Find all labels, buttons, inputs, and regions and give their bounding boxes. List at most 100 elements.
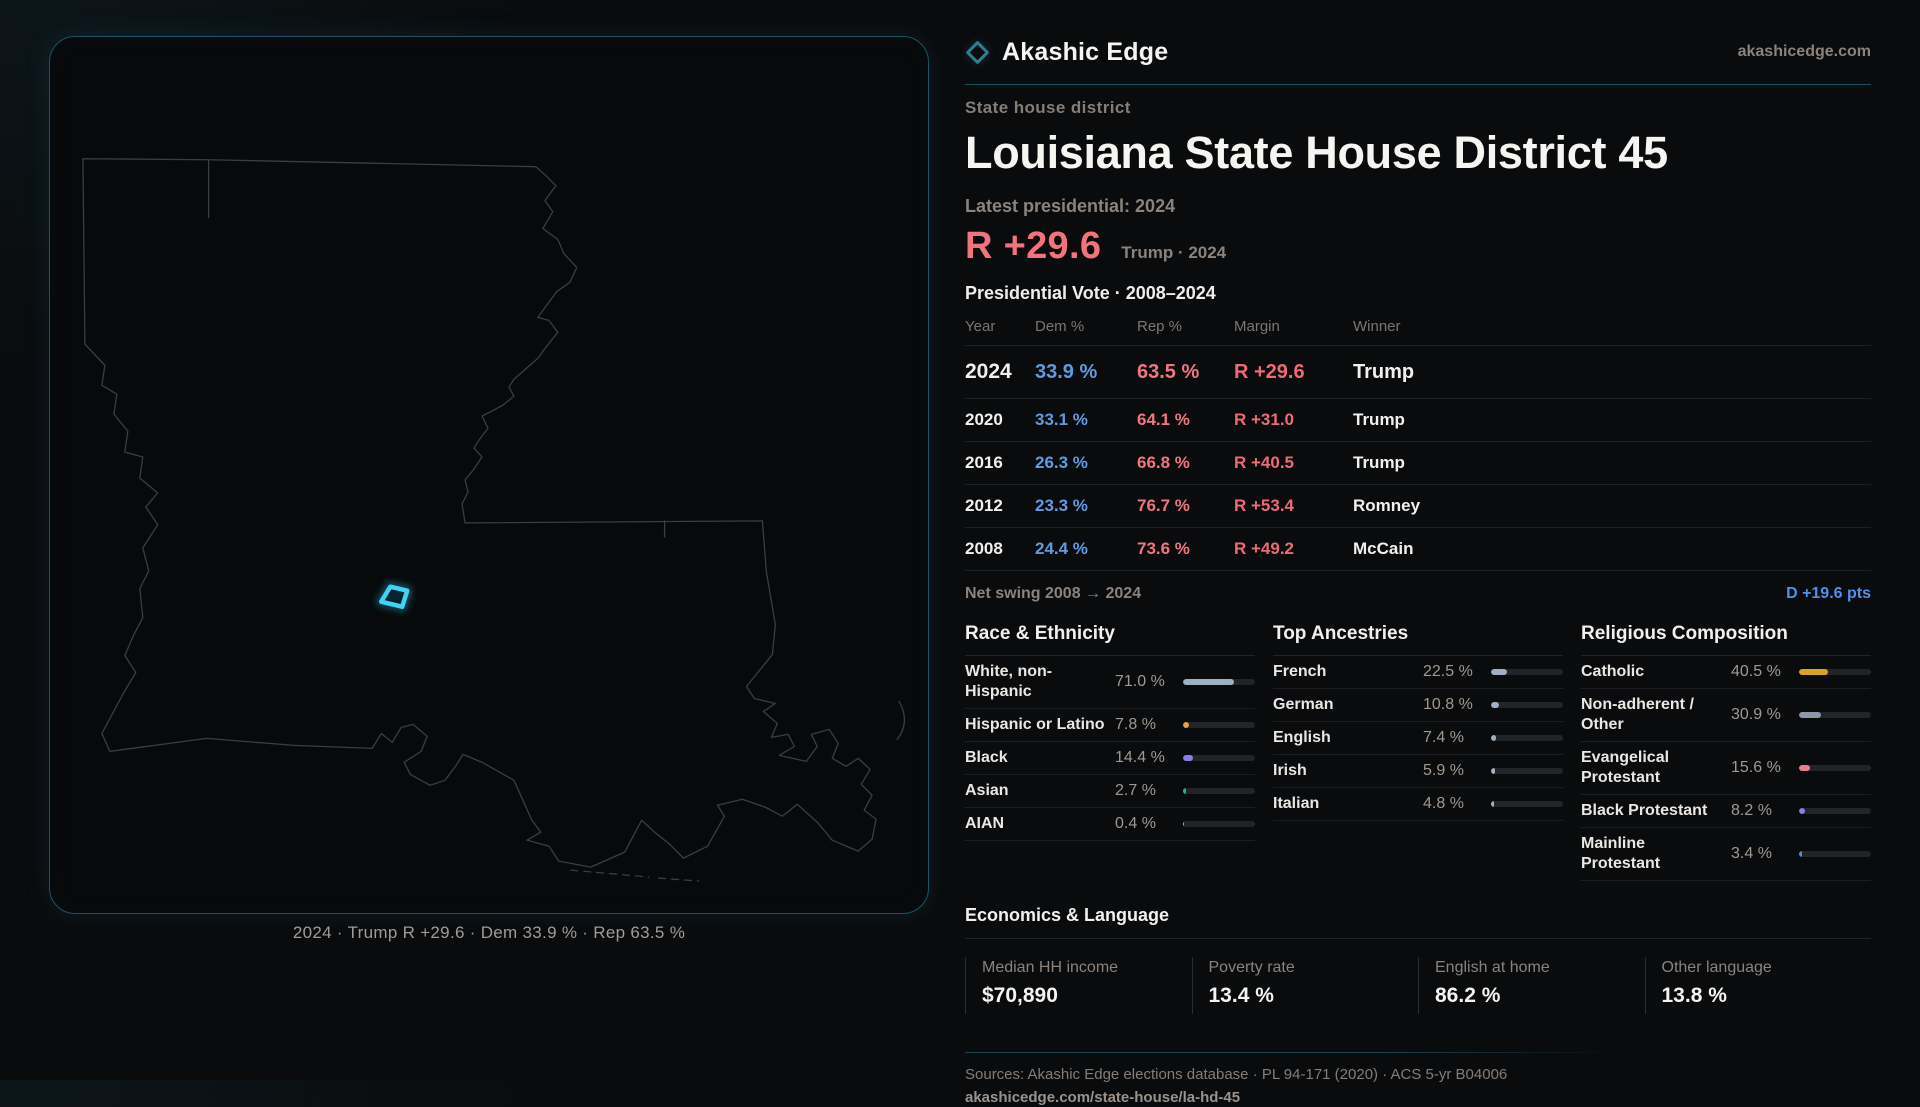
margin-context: Trump · 2024 <box>1121 243 1226 263</box>
vote-cell-margin: R +29.6 <box>1234 361 1353 384</box>
demo-bar-fill <box>1183 788 1186 794</box>
demo-bar-fill <box>1799 765 1810 771</box>
demo-label: Black <box>965 748 1109 768</box>
demo-bar <box>1183 722 1255 728</box>
demo-value: 30.9 % <box>1731 706 1793 724</box>
demo-value: 15.6 % <box>1731 759 1793 777</box>
vote-cell-winner: Trump <box>1353 361 1871 384</box>
demo-bar <box>1183 788 1255 794</box>
demo-bar <box>1491 669 1563 675</box>
vote-cell-dem: 33.1 % <box>1035 410 1137 430</box>
louisiana-map <box>50 37 928 913</box>
col-margin: Margin <box>1234 318 1353 335</box>
brand-site-link[interactable]: akashicedge.com <box>1738 43 1871 61</box>
demo-bar-fill <box>1799 851 1802 857</box>
demo-row: Non-adherent / Other 30.9 % <box>1581 689 1871 742</box>
demo-value: 7.4 % <box>1423 729 1485 747</box>
demo-bar-fill <box>1183 755 1193 761</box>
demo-bar <box>1491 768 1563 774</box>
demo-value: 14.4 % <box>1115 749 1177 767</box>
demo-bar-fill <box>1799 669 1828 675</box>
demo-value: 5.9 % <box>1423 762 1485 780</box>
demo-label: Catholic <box>1581 662 1725 682</box>
vote-cell-winner: McCain <box>1353 539 1871 559</box>
vote-cell-dem: 26.3 % <box>1035 453 1137 473</box>
demo-bar <box>1799 851 1871 857</box>
vote-cell-year: 2020 <box>965 410 1035 430</box>
demo-value: 8.2 % <box>1731 802 1793 820</box>
demo-value: 0.4 % <box>1115 815 1177 833</box>
demo-label: Asian <box>965 781 1109 801</box>
vote-cell-rep: 73.6 % <box>1137 539 1234 559</box>
vote-cell-rep: 63.5 % <box>1137 361 1234 384</box>
vote-table-header: Year Dem % Rep % Margin Winner <box>965 318 1871 346</box>
vote-cell-margin: R +40.5 <box>1234 453 1353 473</box>
vote-cell-year: 2008 <box>965 539 1035 559</box>
demo-row: German 10.8 % <box>1273 689 1563 722</box>
demo-label: French <box>1273 662 1417 682</box>
demo-label: Non-adherent / Other <box>1581 695 1725 735</box>
sources-text: Sources: Akashic Edge elections database… <box>965 1066 1871 1083</box>
demo-label: German <box>1273 695 1417 715</box>
demo-row: French 22.5 % <box>1273 656 1563 689</box>
demo-bar <box>1799 669 1871 675</box>
district-highlight <box>381 587 407 607</box>
demo-bar-fill <box>1491 801 1494 807</box>
econ-stat-label: Poverty rate <box>1209 959 1419 977</box>
district-map-panel <box>49 36 929 914</box>
vote-cell-dem: 24.4 % <box>1035 539 1137 559</box>
col-year: Year <box>965 318 1035 335</box>
demo-bar-fill <box>1183 722 1189 728</box>
econ-stat-value: 13.8 % <box>1662 984 1872 1008</box>
brand-diamond-icon <box>965 40 989 64</box>
net-swing-value: D +19.6 pts <box>1786 585 1871 603</box>
vote-cell-dem: 33.9 % <box>1035 361 1137 384</box>
col-winner: Winner <box>1353 318 1871 335</box>
demo-label: Hispanic or Latino <box>965 715 1109 735</box>
footer-divider <box>965 1052 1871 1053</box>
margin-value: R +29.6 <box>965 225 1101 268</box>
econ-stat-label: English at home <box>1435 959 1645 977</box>
demo-label: Italian <box>1273 794 1417 814</box>
demo-bar <box>1799 808 1871 814</box>
vote-cell-year: 2024 <box>965 360 1035 384</box>
header: Akashic Edge akashicedge.com <box>965 32 1871 72</box>
vote-cell-margin: R +53.4 <box>1234 496 1353 516</box>
permalink[interactable]: akashicedge.com/state-house/la-hd-45 <box>965 1089 1240 1106</box>
demo-bar <box>1799 765 1871 771</box>
demo-bar-fill <box>1183 679 1234 685</box>
headline-margin: R +29.6 Trump · 2024 <box>965 225 1871 268</box>
demo-row: Black Protestant 8.2 % <box>1581 795 1871 828</box>
demo-bar <box>1183 821 1255 827</box>
econ-stat: Median HH income$70,890 <box>965 957 1192 1014</box>
map-caption: 2024 · Trump R +29.6 · Dem 33.9 % · Rep … <box>49 923 929 943</box>
demo-value: 71.0 % <box>1115 673 1177 691</box>
vote-cell-year: 2012 <box>965 496 1035 516</box>
kicker: State house district <box>965 98 1871 118</box>
demo-bar <box>1183 755 1255 761</box>
vote-cell-winner: Trump <box>1353 453 1871 473</box>
demo-label: Black Protestant <box>1581 801 1725 821</box>
header-divider <box>965 84 1871 85</box>
demo-value: 22.5 % <box>1423 663 1485 681</box>
demo-value: 10.8 % <box>1423 696 1485 714</box>
state-outline <box>83 159 905 881</box>
demo-value: 3.4 % <box>1731 845 1793 863</box>
demo-value: 2.7 % <box>1115 782 1177 800</box>
demo-bar <box>1799 712 1871 718</box>
vote-table-title: Presidential Vote · 2008–2024 <box>965 283 1871 304</box>
demo-bar-fill <box>1491 702 1499 708</box>
